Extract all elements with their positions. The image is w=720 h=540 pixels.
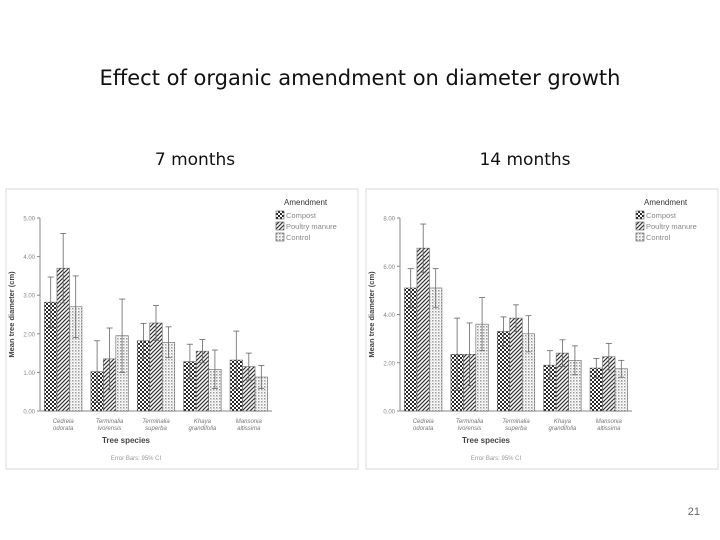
legend-swatch-poultry-manure [635, 221, 645, 231]
x-tick-label: Cedrela odorata [413, 419, 435, 432]
y-tick-label: 5.00 [23, 217, 35, 223]
x-tick-label: Mansonia altissima [236, 419, 263, 432]
y-tick-label: 4.00 [23, 255, 35, 261]
chart-7-months: 0.00 1.00 2.00 3.00 4.00 5.00 Mean tree diamet… [5, 188, 359, 470]
x-tick-label: Terminalia ivorensis [456, 419, 484, 432]
panel-title-7-months: 7 months [154, 150, 236, 170]
legend-swatch-compost [635, 210, 645, 220]
x-tick-label: Mansonia altissima [596, 419, 623, 432]
x-tick-label: Terminalia ivorensis [96, 419, 124, 432]
legend-label-poultry-manure: Poultry manure [646, 222, 697, 231]
x-axis-label: Tree species [462, 436, 511, 445]
error-bars-note: Error Bars: 95% CI [471, 456, 522, 462]
error-bars-note: Error Bars: 95% CI [111, 456, 162, 462]
y-tick-label: 2.00 [383, 361, 395, 367]
panel-title-14-months: 14 months [479, 150, 571, 170]
x-tick-label: Khaya grandifolia [549, 419, 577, 432]
x-tick-label: Cedrela odorata [53, 419, 75, 432]
y-tick-label: 3.00 [23, 294, 35, 300]
x-tick-label: Terminalia superba [142, 419, 170, 432]
y-axis-label: Mean tree diameter (cm) [7, 271, 16, 358]
y-axis-label: Mean tree diameter (cm) [367, 271, 376, 358]
page-number: 21 [687, 506, 700, 518]
chart-frame [365, 188, 719, 470]
legend-label-control: Control [646, 233, 671, 242]
x-axis-label: Tree species [102, 436, 151, 445]
bar-poultry-manure-terminalia-superba [509, 317, 523, 412]
y-tick-label: 4.00 [383, 313, 395, 319]
legend-title: Amendment [284, 198, 328, 207]
legend-label-control: Control [286, 233, 311, 242]
chart-14-months: 0.00 2.00 4.00 6.00 8.00 Mean tree diameter (… [365, 188, 719, 470]
y-tick-label: 0.00 [23, 410, 35, 416]
x-tick-label: Khaya grandifolia [189, 419, 217, 432]
chart-frame [5, 188, 359, 470]
legend-swatch-compost [275, 210, 285, 220]
y-tick-label: 0.00 [383, 410, 395, 416]
legend-swatch-control [275, 232, 285, 242]
legend-label-poultry-manure: Poultry manure [286, 222, 337, 231]
y-tick-label: 1.00 [23, 371, 35, 377]
legend-title: Amendment [644, 198, 688, 207]
y-tick-label: 6.00 [383, 265, 395, 271]
legend-swatch-poultry-manure [275, 221, 285, 231]
legend-swatch-control [635, 232, 645, 242]
legend-label-compost: Compost [286, 211, 317, 220]
slide-title: Effect of organic amendment on diameter … [99, 66, 621, 90]
y-tick-label: 8.00 [383, 217, 395, 223]
y-tick-label: 2.00 [23, 332, 35, 338]
x-tick-label: Terminalia superba [502, 419, 530, 432]
legend-label-compost: Compost [646, 211, 677, 220]
